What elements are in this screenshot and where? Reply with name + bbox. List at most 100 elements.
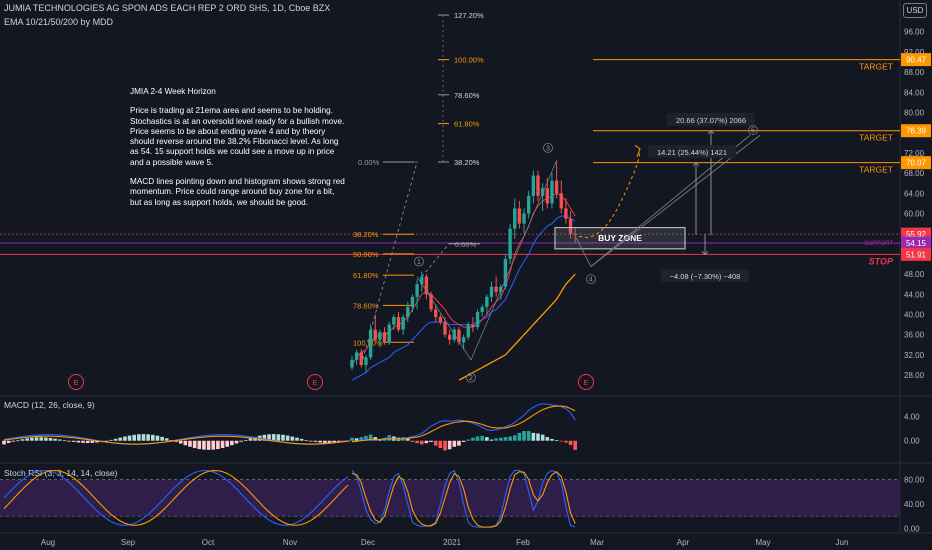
candle-body (350, 359, 354, 368)
candle-body (447, 334, 452, 340)
macd-histogram-bar (285, 435, 290, 441)
macd-histogram-bar (67, 440, 71, 442)
stoch-band (0, 479, 900, 517)
macd-histogram-bar (220, 440, 225, 449)
time-axis-label: Jun (836, 538, 849, 547)
candle-body (499, 286, 503, 292)
wave-marker (466, 372, 476, 383)
macd-histogram-bar (155, 435, 160, 441)
ema-mid-line (351, 215, 576, 381)
macd-histogram-bar (53, 438, 57, 441)
fib-ret-label: 0.00% (455, 240, 477, 249)
candle-body (378, 332, 382, 340)
macd-histogram-bar (536, 433, 540, 441)
macd-histogram-bar (90, 440, 95, 443)
macd-histogram-bar (568, 440, 573, 445)
candle-body (531, 175, 536, 196)
macd-histogram-bar (550, 438, 554, 441)
fib-ret-label: 0.00% (358, 158, 380, 167)
candle-body (424, 276, 429, 295)
fib-ext-label: 61.80% (454, 120, 480, 129)
candle-body (508, 228, 512, 259)
time-axis-label: Nov (283, 538, 297, 547)
price-badge-label: 76.39 (906, 127, 927, 136)
fib-ret-label: 78.60% (353, 301, 379, 310)
candle-body (568, 218, 573, 234)
wave-label: 5 (751, 128, 755, 135)
candle-body (494, 286, 498, 292)
macd-histogram-bar (202, 440, 206, 450)
candle-body (364, 357, 368, 365)
level-label: STOP (869, 256, 894, 266)
macd-histogram-bar (164, 438, 169, 441)
price-tick-label: 40.00 (904, 311, 925, 320)
fib-ext-label: 38.20% (454, 158, 480, 167)
macd-histogram-bar (281, 434, 285, 441)
candle-body (420, 276, 424, 285)
time-axis-label: Apr (677, 538, 690, 547)
candle-body (392, 317, 396, 325)
price-badge-label: 54.15 (906, 239, 927, 248)
price-badge-label: 70.07 (906, 159, 927, 168)
macd-histogram-bar (452, 440, 457, 447)
macd-histogram-bar (327, 440, 332, 444)
macd-histogram-bar (299, 438, 304, 441)
fib-connector (360, 161, 418, 366)
macd-histogram-bar (188, 440, 192, 447)
candle-body (536, 175, 540, 196)
wave-marker (414, 256, 424, 267)
macd-histogram-bar (248, 438, 253, 441)
candle-body (368, 329, 373, 358)
time-axis-label: May (755, 538, 770, 547)
macd-histogram-bar (364, 435, 368, 441)
macd-histogram-bar (489, 439, 494, 441)
candle-body (559, 193, 563, 209)
macd-histogram-bar (554, 440, 559, 441)
macd-histogram-bar (262, 434, 267, 441)
macd-histogram-bar (559, 440, 564, 442)
projection-path (579, 150, 641, 238)
macd-histogram-bar (25, 438, 30, 441)
macd-histogram-bar (71, 440, 76, 442)
price-tick-label: 60.00 (904, 210, 925, 219)
price-tick-label: 44.00 (904, 290, 925, 299)
macd-histogram-bar (526, 431, 531, 441)
macd-histogram-bar (151, 434, 155, 441)
price-badge-label: 51.91 (906, 250, 927, 259)
macd-histogram-bar (141, 434, 146, 441)
macd-histogram-bar (197, 440, 202, 450)
wave-marker (586, 274, 596, 285)
macd-histogram-bar (11, 440, 16, 442)
macd-histogram-bar (485, 437, 489, 441)
price-tick-label: 72.00 (904, 149, 925, 158)
macd-histogram-bar (545, 437, 550, 441)
macd-histogram-bar (494, 438, 498, 441)
time-axis-label: Feb (516, 538, 530, 547)
note-paragraph-1: Price is trading at 21ema area and seems… (130, 106, 345, 167)
level-label: SUPPORT (864, 241, 893, 247)
fib-ret-label: 100.00% (353, 338, 383, 347)
macd-histogram-bar (132, 434, 136, 441)
macd-histogram-bar (564, 440, 568, 443)
macd-histogram-bar (354, 438, 359, 441)
macd-histogram-bar (123, 436, 127, 441)
macd-histogram-bar (332, 440, 336, 443)
measure-arrowhead (701, 251, 709, 256)
macd-histogram-bar (424, 440, 429, 444)
candle-body (517, 208, 522, 224)
candle-body (461, 337, 466, 343)
time-axis-label: 2021 (443, 538, 461, 547)
price-tick-label: 92.00 (904, 48, 925, 57)
candle-body (513, 208, 517, 229)
macd-histogram-bar (30, 437, 34, 441)
earnings-label: E (312, 378, 317, 387)
measure-label: −4.08 (−7.30%) −408 (670, 272, 741, 281)
currency-button[interactable]: USD (903, 3, 927, 18)
candle-body (438, 317, 443, 323)
macd-histogram-bar (382, 438, 387, 441)
macd-histogram-bar (48, 437, 53, 441)
macd-histogram-bar (295, 437, 299, 441)
time-axis-label: Oct (202, 538, 215, 547)
stoch-tick-label: 40.00 (904, 500, 925, 509)
